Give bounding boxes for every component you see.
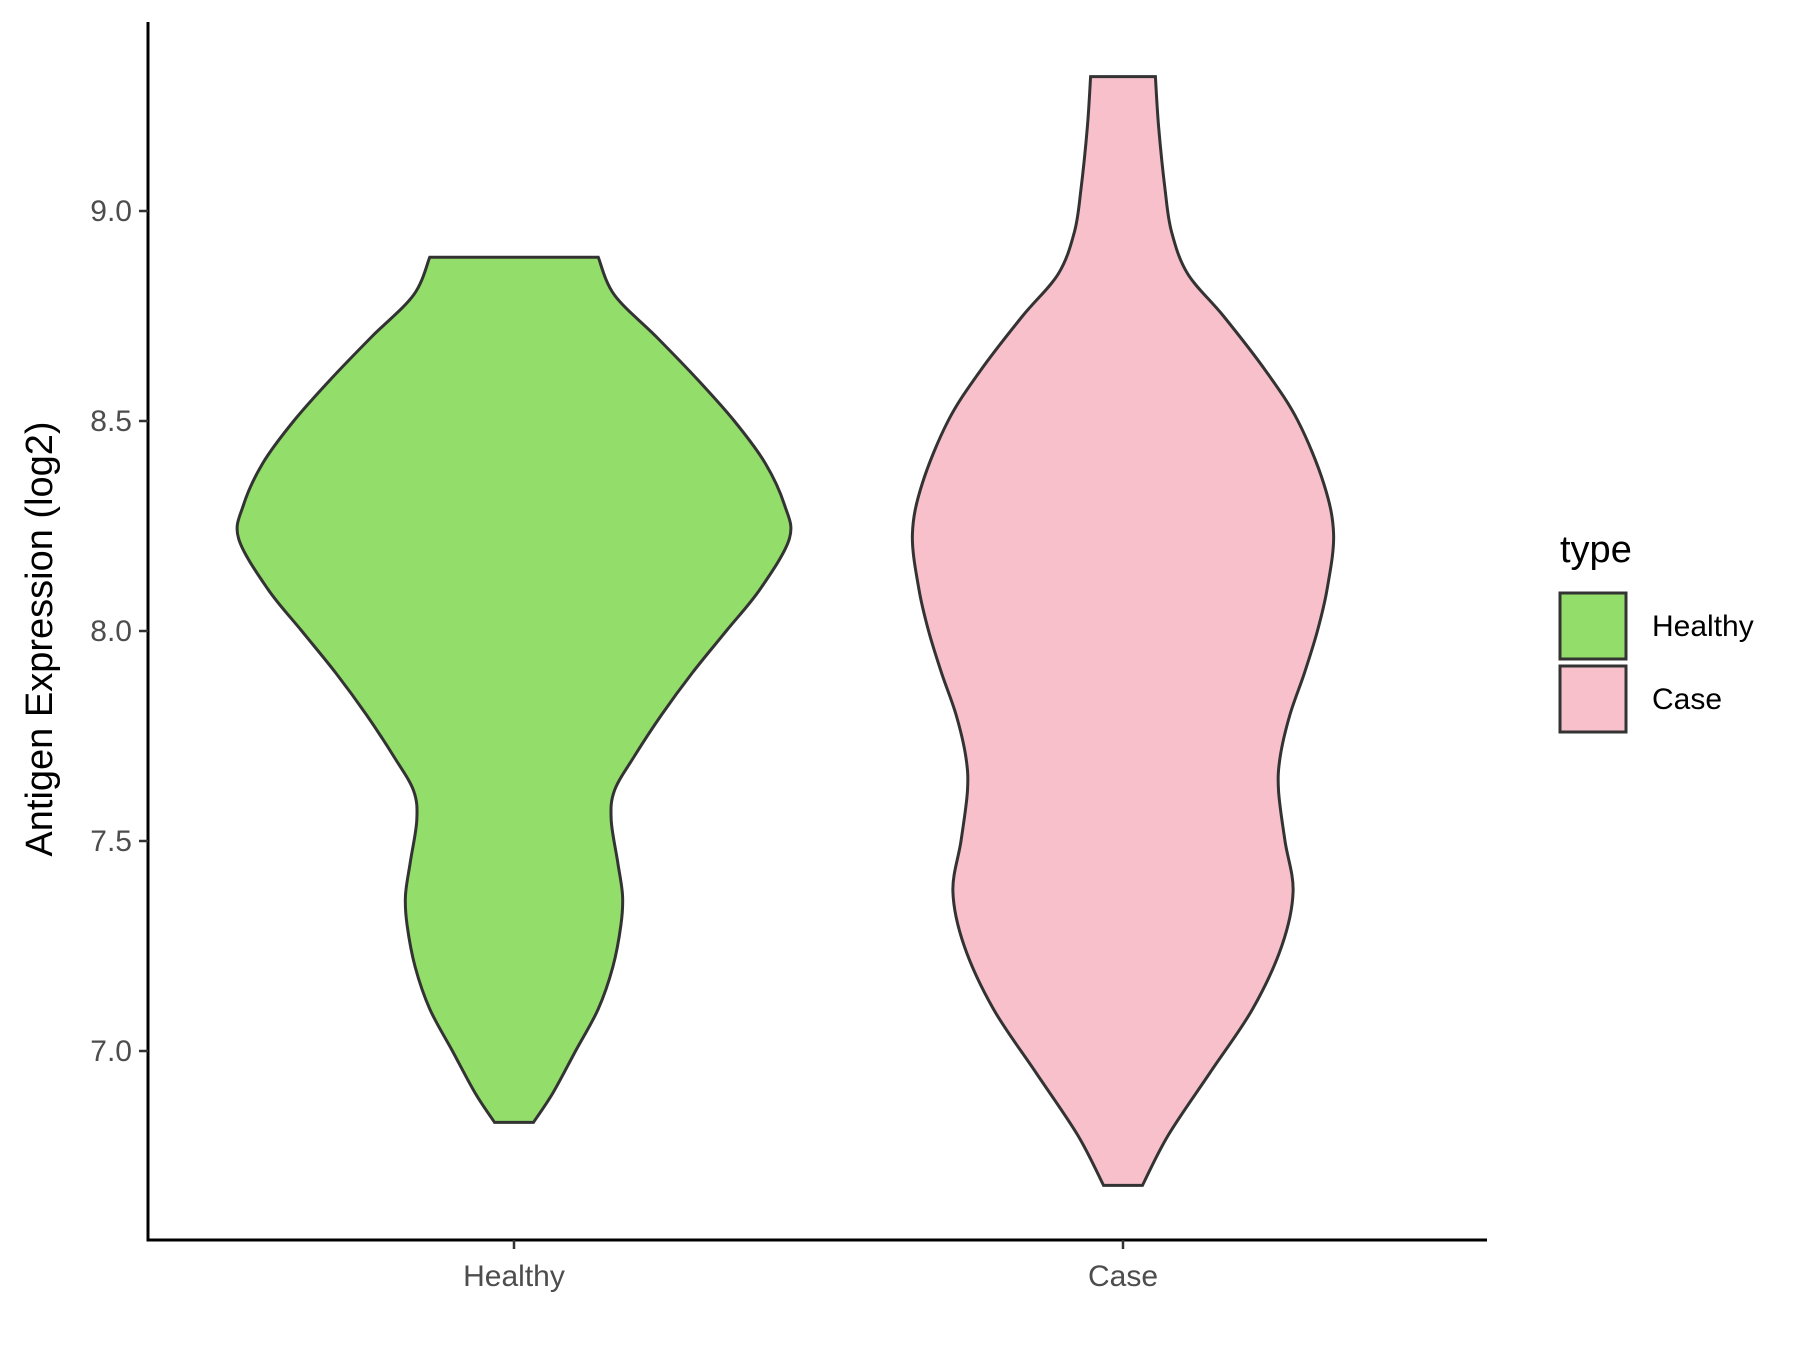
legend-label-healthy: Healthy — [1652, 610, 1754, 643]
legend-key-case — [1558, 664, 1628, 734]
x-tick-label: Case — [1088, 1260, 1158, 1293]
y-tick-label: 7.0 — [90, 1035, 132, 1068]
legend-label-case: Case — [1652, 683, 1722, 716]
y-tick-label: 7.5 — [90, 825, 132, 858]
y-tick-label: 8.0 — [90, 615, 132, 648]
legend-title: type — [1560, 529, 1632, 571]
axes-layer: 7.0 7.5 8.0 8.5 9.0 Healthy Case Antigen Expres… — [19, 22, 1487, 1293]
violin-healthy — [235, 255, 793, 1124]
violin-layer — [235, 75, 1336, 1187]
y-tick-label: 8.5 — [90, 405, 132, 438]
legend-key-healthy — [1558, 591, 1628, 661]
violin-case — [910, 75, 1336, 1187]
x-tick-label: Healthy — [463, 1260, 565, 1293]
y-tick-label: 9.0 — [90, 195, 132, 228]
legend: type Healthy Case — [1558, 529, 1754, 734]
y-axis-title: Antigen Expression (log2) — [19, 421, 61, 856]
